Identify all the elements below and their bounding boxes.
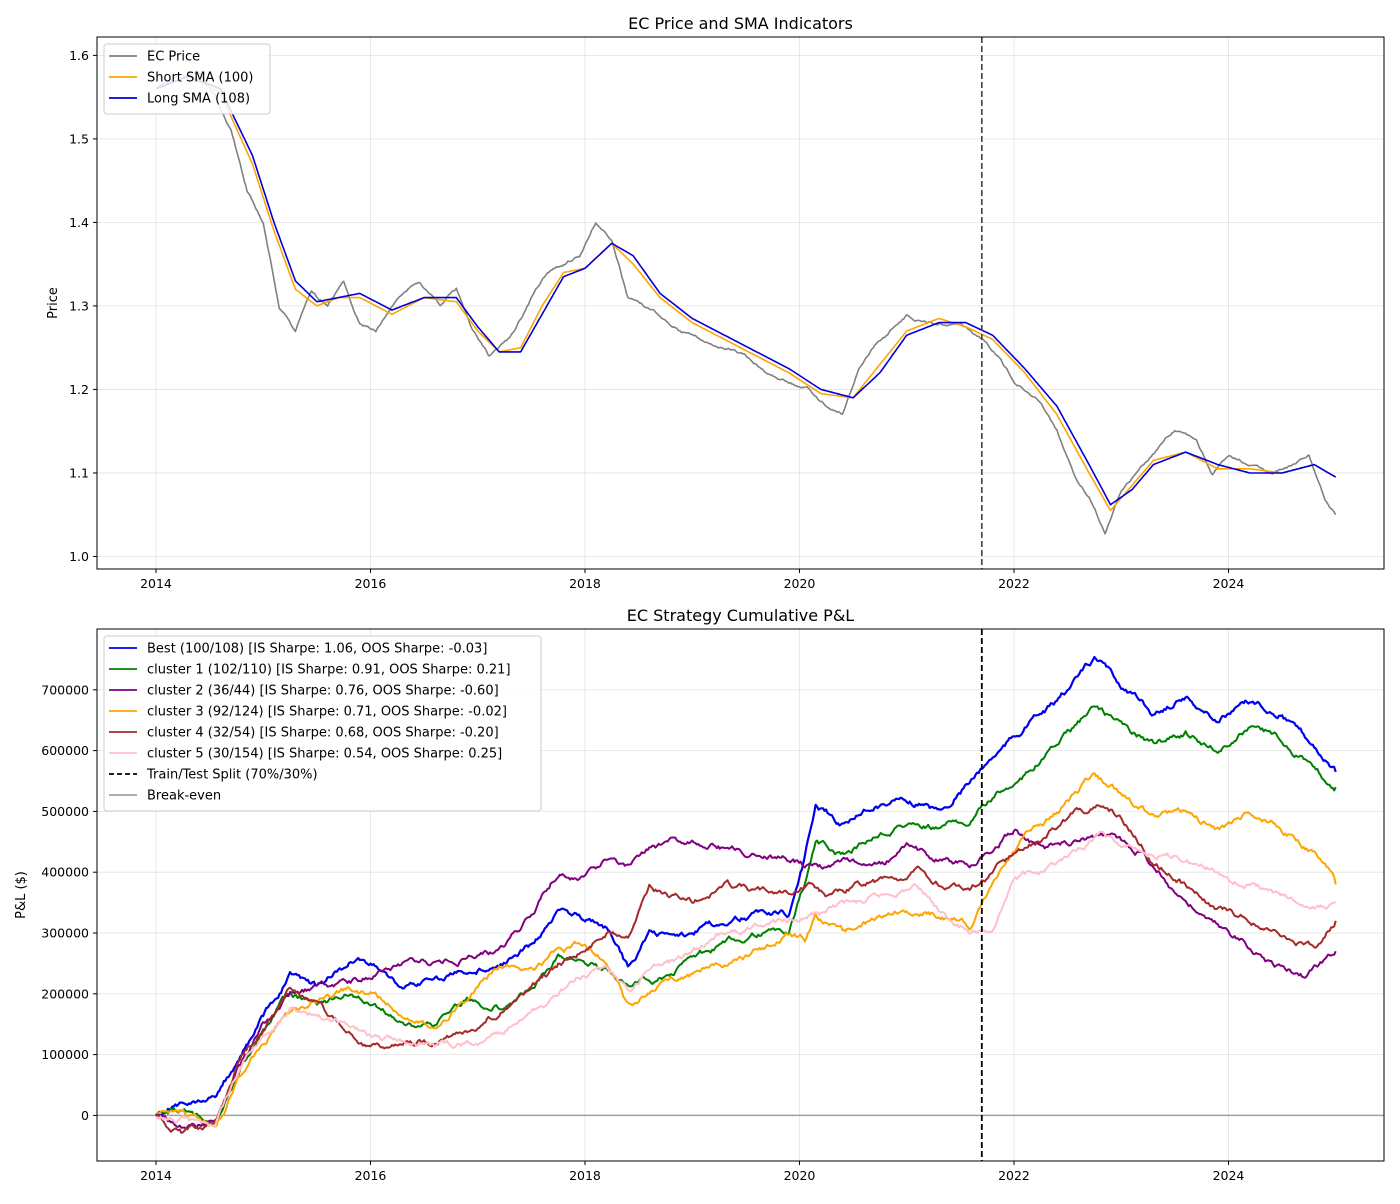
y-tick-label: 700000 (41, 682, 89, 697)
pnl-chart-series (155, 655, 1337, 1134)
x-tick-label: 2014 (140, 576, 172, 591)
legend-label: Best (100/108) [IS Sharpe: 1.06, OOS Sha… (147, 642, 487, 657)
y-tick-label: 1.6 (69, 48, 89, 63)
price-chart-grid (97, 37, 1384, 569)
x-tick-label: 2020 (784, 1168, 816, 1183)
series-line (155, 830, 1336, 1128)
x-tick-label: 2022 (998, 576, 1030, 591)
legend-label: cluster 3 (92/124) [IS Sharpe: 0.71, OOS… (147, 705, 507, 720)
legend-label: Long SMA (108) (147, 92, 250, 107)
x-tick-label: 2014 (140, 1168, 172, 1183)
legend-box (103, 635, 542, 812)
x-tick-label: 2018 (569, 576, 601, 591)
series-line (155, 71, 1337, 535)
pnl-chart-ylabel: P&L ($) (14, 871, 29, 919)
series-line (155, 75, 1337, 512)
series-line (155, 75, 1337, 506)
legend-label: EC Price (147, 50, 200, 65)
x-tick-label: 2024 (1213, 576, 1245, 591)
y-tick-label: 1.4 (69, 215, 89, 230)
pnl-chart-panel: EC Strategy Cumulative P&L P&L ($) 2014 2… (14, 606, 1385, 1183)
series-line (155, 655, 1337, 1117)
y-tick-label: 1.2 (69, 382, 89, 397)
legend-label: cluster 2 (36/44) [IS Sharpe: 0.76, OOS … (147, 684, 499, 699)
y-tick-label: 1.0 (69, 549, 89, 564)
price-chart-title: EC Price and SMA Indicators (628, 14, 853, 33)
y-tick-label: 100000 (41, 1047, 89, 1062)
series-line (155, 705, 1337, 1125)
y-tick-label: 200000 (41, 986, 89, 1001)
legend-label: cluster 5 (30/154) [IS Sharpe: 0.54, OOS… (147, 747, 502, 762)
pnl-chart-ticks: 2014 2016 2018 2020 2022 2024 0 100000 200000 300… (41, 682, 1244, 1183)
y-tick-label: 300000 (41, 926, 89, 941)
series-line (155, 828, 1337, 1130)
x-tick-label: 2016 (355, 1168, 387, 1183)
pnl-chart-legend: Best (100/108) [IS Sharpe: 1.06, OOS Sha… (103, 635, 542, 812)
legend-label: cluster 1 (102/110) [IS Sharpe: 0.91, OO… (147, 663, 511, 678)
y-tick-label: 1.5 (69, 131, 89, 146)
price-chart-ylabel: Price (46, 287, 61, 319)
pnl-chart-frame (96, 628, 1385, 1162)
legend-label: Short SMA (100) (147, 71, 253, 86)
x-tick-label: 2020 (784, 576, 816, 591)
legend-box (103, 43, 271, 115)
y-tick-label: 1.1 (69, 465, 89, 480)
y-tick-label: 1.3 (69, 298, 89, 313)
series-line (155, 772, 1337, 1128)
x-tick-label: 2022 (998, 1168, 1030, 1183)
legend-label: cluster 4 (32/54) [IS Sharpe: 0.68, OOS … (147, 726, 499, 741)
price-chart-series (155, 71, 1337, 535)
x-tick-label: 2016 (355, 576, 387, 591)
legend-label: Break-even (147, 789, 221, 804)
pnl-chart-title: EC Strategy Cumulative P&L (627, 606, 855, 625)
y-tick-label: 600000 (41, 743, 89, 758)
x-tick-label: 2024 (1213, 1168, 1245, 1183)
y-tick-label: 400000 (41, 865, 89, 880)
series-line (155, 804, 1337, 1134)
x-tick-label: 2018 (569, 1168, 601, 1183)
y-tick-label: 0 (81, 1108, 89, 1123)
y-tick-label: 500000 (41, 804, 89, 819)
price-chart-panel: EC Price and SMA Indicators Price 2014 20… (46, 14, 1385, 591)
price-chart-legend: EC Price Short SMA (100) Long SMA (108) (103, 43, 271, 115)
price-chart-ticks: 2014 2016 2018 2020 2022 2024 1.0 1.1 1.2 1.3 1.4 1… (69, 48, 1244, 591)
legend-label: Train/Test Split (70%/30%) (146, 768, 318, 783)
price-chart-frame (96, 36, 1385, 570)
